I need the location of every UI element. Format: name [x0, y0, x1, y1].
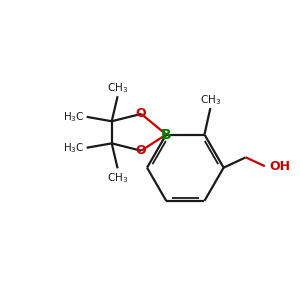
- Text: H$_3$C: H$_3$C: [63, 141, 84, 155]
- Text: CH$_3$: CH$_3$: [107, 81, 128, 95]
- Text: O: O: [136, 107, 146, 120]
- Text: CH$_3$: CH$_3$: [200, 93, 221, 106]
- Text: B: B: [161, 128, 172, 142]
- Text: O: O: [136, 144, 146, 157]
- Text: H$_3$C: H$_3$C: [63, 110, 84, 124]
- Text: CH$_3$: CH$_3$: [107, 171, 128, 184]
- Text: OH: OH: [269, 160, 290, 173]
